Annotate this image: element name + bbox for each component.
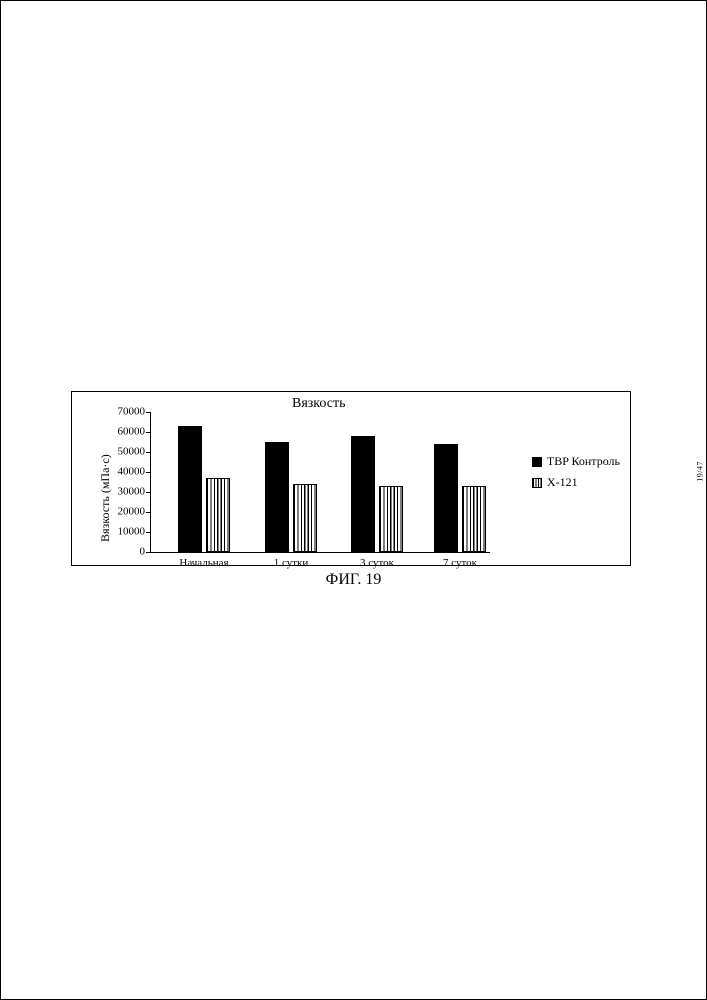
bar-tbp bbox=[351, 436, 375, 552]
page: Вязкость Вязкость (мПа·с) 01000020000300… bbox=[0, 0, 707, 1000]
ytick-mark bbox=[146, 472, 150, 473]
bar-tbp bbox=[265, 442, 289, 552]
xtick-label: 3 суток bbox=[360, 557, 394, 569]
legend-label: X-121 bbox=[547, 475, 578, 490]
ytick-label: 0 bbox=[100, 547, 145, 558]
legend-swatch-hatch-icon bbox=[532, 478, 542, 488]
y-axis bbox=[150, 412, 151, 552]
bar-x121 bbox=[462, 486, 486, 552]
ytick-label: 70000 bbox=[100, 407, 145, 418]
ytick-mark bbox=[146, 552, 150, 553]
ytick-label: 50000 bbox=[100, 447, 145, 458]
ytick-label: 60000 bbox=[100, 427, 145, 438]
ytick-mark bbox=[146, 492, 150, 493]
chart-container: Вязкость Вязкость (мПа·с) 01000020000300… bbox=[71, 391, 631, 566]
x-axis bbox=[150, 552, 490, 553]
ytick-mark bbox=[146, 512, 150, 513]
legend-item-tbp: TBP Контроль bbox=[532, 454, 620, 469]
figure-caption: ФИГ. 19 bbox=[1, 571, 706, 589]
legend: TBP Контроль X-121 bbox=[532, 454, 620, 496]
chart-title: Вязкость bbox=[292, 396, 345, 412]
ytick-label: 10000 bbox=[100, 527, 145, 538]
ytick-mark bbox=[146, 432, 150, 433]
ytick-mark bbox=[146, 532, 150, 533]
xtick-label: 1 сутки bbox=[274, 557, 309, 569]
legend-item-x121: X-121 bbox=[532, 475, 620, 490]
ytick-mark bbox=[146, 412, 150, 413]
ytick-label: 30000 bbox=[100, 487, 145, 498]
legend-label: TBP Контроль bbox=[547, 454, 620, 469]
ytick-mark bbox=[146, 452, 150, 453]
bar-tbp bbox=[178, 426, 202, 552]
bar-x121 bbox=[293, 484, 317, 552]
bar-x121 bbox=[379, 486, 403, 552]
bar-x121 bbox=[206, 478, 230, 552]
legend-swatch-solid-icon bbox=[532, 457, 542, 467]
ytick-label: 20000 bbox=[100, 507, 145, 518]
ytick-label: 40000 bbox=[100, 467, 145, 478]
xtick-label: Начальная bbox=[179, 557, 228, 569]
plot-area: 010000200003000040000500006000070000Нача… bbox=[150, 412, 490, 552]
bar-tbp bbox=[434, 444, 458, 552]
page-number: 19/47 bbox=[696, 461, 705, 482]
xtick-label: 7 суток bbox=[443, 557, 477, 569]
